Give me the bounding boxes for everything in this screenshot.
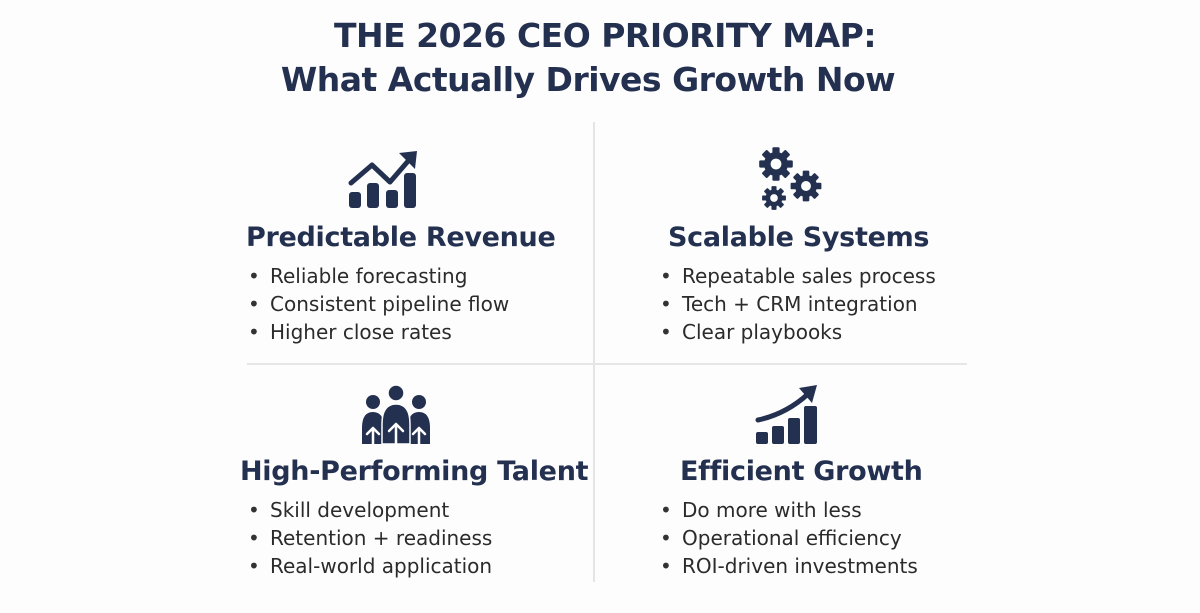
- list-item: • ROI-driven investments: [660, 552, 918, 580]
- list-item: • Retention + readiness: [248, 524, 492, 552]
- bullet-text: Retention + readiness: [270, 526, 493, 550]
- bullet-text: Tech + CRM integration: [682, 292, 918, 316]
- bullet-list: • Skill development • Retention + readines…: [248, 496, 492, 580]
- title-line-1: THE 2026 CEO PRIORITY MAP:: [333, 16, 877, 55]
- bullet-text: Reliable forecasting: [270, 264, 468, 288]
- list-item: • Real-world application: [248, 552, 492, 580]
- bullet-dot: •: [248, 526, 260, 550]
- bullet-text: Do more with less: [682, 498, 862, 522]
- bullet-text: ROI-driven investments: [682, 554, 918, 578]
- bullet-text: Real-world application: [270, 554, 493, 578]
- bullet-list: • Do more with less • Operational efficien…: [660, 496, 918, 580]
- team-growth-icon: [360, 384, 432, 446]
- bullet-dot: •: [660, 526, 672, 550]
- bullet-dot: •: [248, 498, 260, 522]
- list-item: • Consistent pipeline flow: [248, 290, 509, 318]
- bullet-dot: •: [248, 292, 260, 316]
- bullet-text: Higher close rates: [270, 320, 452, 344]
- bullet-text: Operational efficiency: [682, 526, 902, 550]
- gears-icon: [754, 146, 824, 212]
- bullet-dot: •: [660, 292, 672, 316]
- bullet-list: • Repeatable sales process • Tech + CRM in…: [660, 262, 936, 346]
- list-item: • Repeatable sales process: [660, 262, 936, 290]
- growth-chart-arrow-icon: [754, 384, 822, 446]
- list-item: • Do more with less: [660, 496, 918, 524]
- title-line-2: What Actually Drives Growth Now: [280, 60, 896, 99]
- list-item: • Operational efficiency: [660, 524, 918, 552]
- bullet-dot: •: [248, 554, 260, 578]
- bullet-text: Repeatable sales process: [682, 264, 936, 288]
- horizontal-divider: [247, 363, 967, 365]
- list-item: • Reliable forecasting: [248, 262, 509, 290]
- bullet-dot: •: [248, 264, 260, 288]
- bullet-dot: •: [660, 320, 672, 344]
- list-item: • Higher close rates: [248, 318, 509, 346]
- bullet-dot: •: [660, 554, 672, 578]
- list-item: • Skill development: [248, 496, 492, 524]
- list-item: • Clear playbooks: [660, 318, 936, 346]
- page-title: THE 2026 CEO PRIORITY MAP: What Actually…: [0, 14, 1200, 102]
- list-item: • Tech + CRM integration: [660, 290, 936, 318]
- quadrant-heading: Predictable Revenue: [246, 222, 556, 253]
- bullet-dot: •: [660, 498, 672, 522]
- quadrant-heading: High-Performing Talent: [240, 456, 589, 487]
- bar-chart-trend-up-icon: [347, 150, 419, 210]
- vertical-divider: [593, 122, 595, 582]
- bullet-text: Consistent pipeline flow: [270, 292, 510, 316]
- bullet-dot: •: [248, 320, 260, 344]
- bullet-list: • Reliable forecasting • Consistent pipeli…: [248, 262, 509, 346]
- bullet-text: Clear playbooks: [682, 320, 843, 344]
- bullet-dot: •: [660, 264, 672, 288]
- quadrant-heading: Scalable Systems: [668, 222, 930, 253]
- quadrant-heading: Efficient Growth: [680, 456, 923, 487]
- bullet-text: Skill development: [270, 498, 450, 522]
